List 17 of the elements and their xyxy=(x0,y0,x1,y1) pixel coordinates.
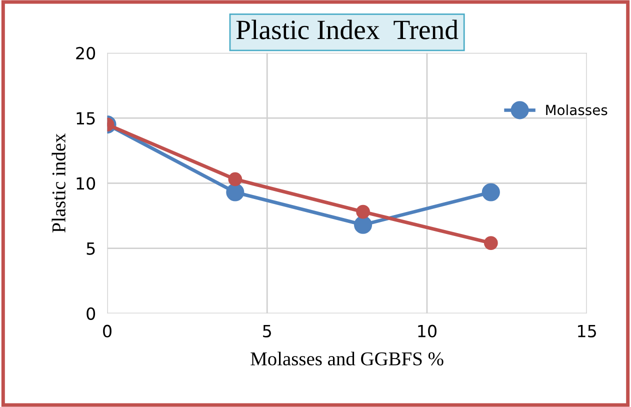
x-tick-label: 10 xyxy=(418,324,436,338)
point xyxy=(356,204,370,219)
y-axis-title: Plastic index xyxy=(52,133,66,233)
y-tick-label: 20 xyxy=(76,46,96,60)
point xyxy=(354,216,372,234)
point xyxy=(484,236,498,250)
x-tick-label: 5 xyxy=(263,325,271,338)
x-tick-label: 15 xyxy=(578,325,596,338)
y-tick-label: 5 xyxy=(86,242,95,255)
legend-label: Molasses xyxy=(546,104,608,116)
y-tick-label: 15 xyxy=(76,112,95,125)
x-tick-label: 0 xyxy=(103,324,112,338)
y-tick-label: 0 xyxy=(86,307,96,320)
point xyxy=(482,183,500,202)
y-tick-label: 10 xyxy=(76,177,96,190)
chart-title: Plastic Index Trend xyxy=(236,20,458,40)
x-axis-title: Molasses and GGBFS % xyxy=(250,352,444,366)
